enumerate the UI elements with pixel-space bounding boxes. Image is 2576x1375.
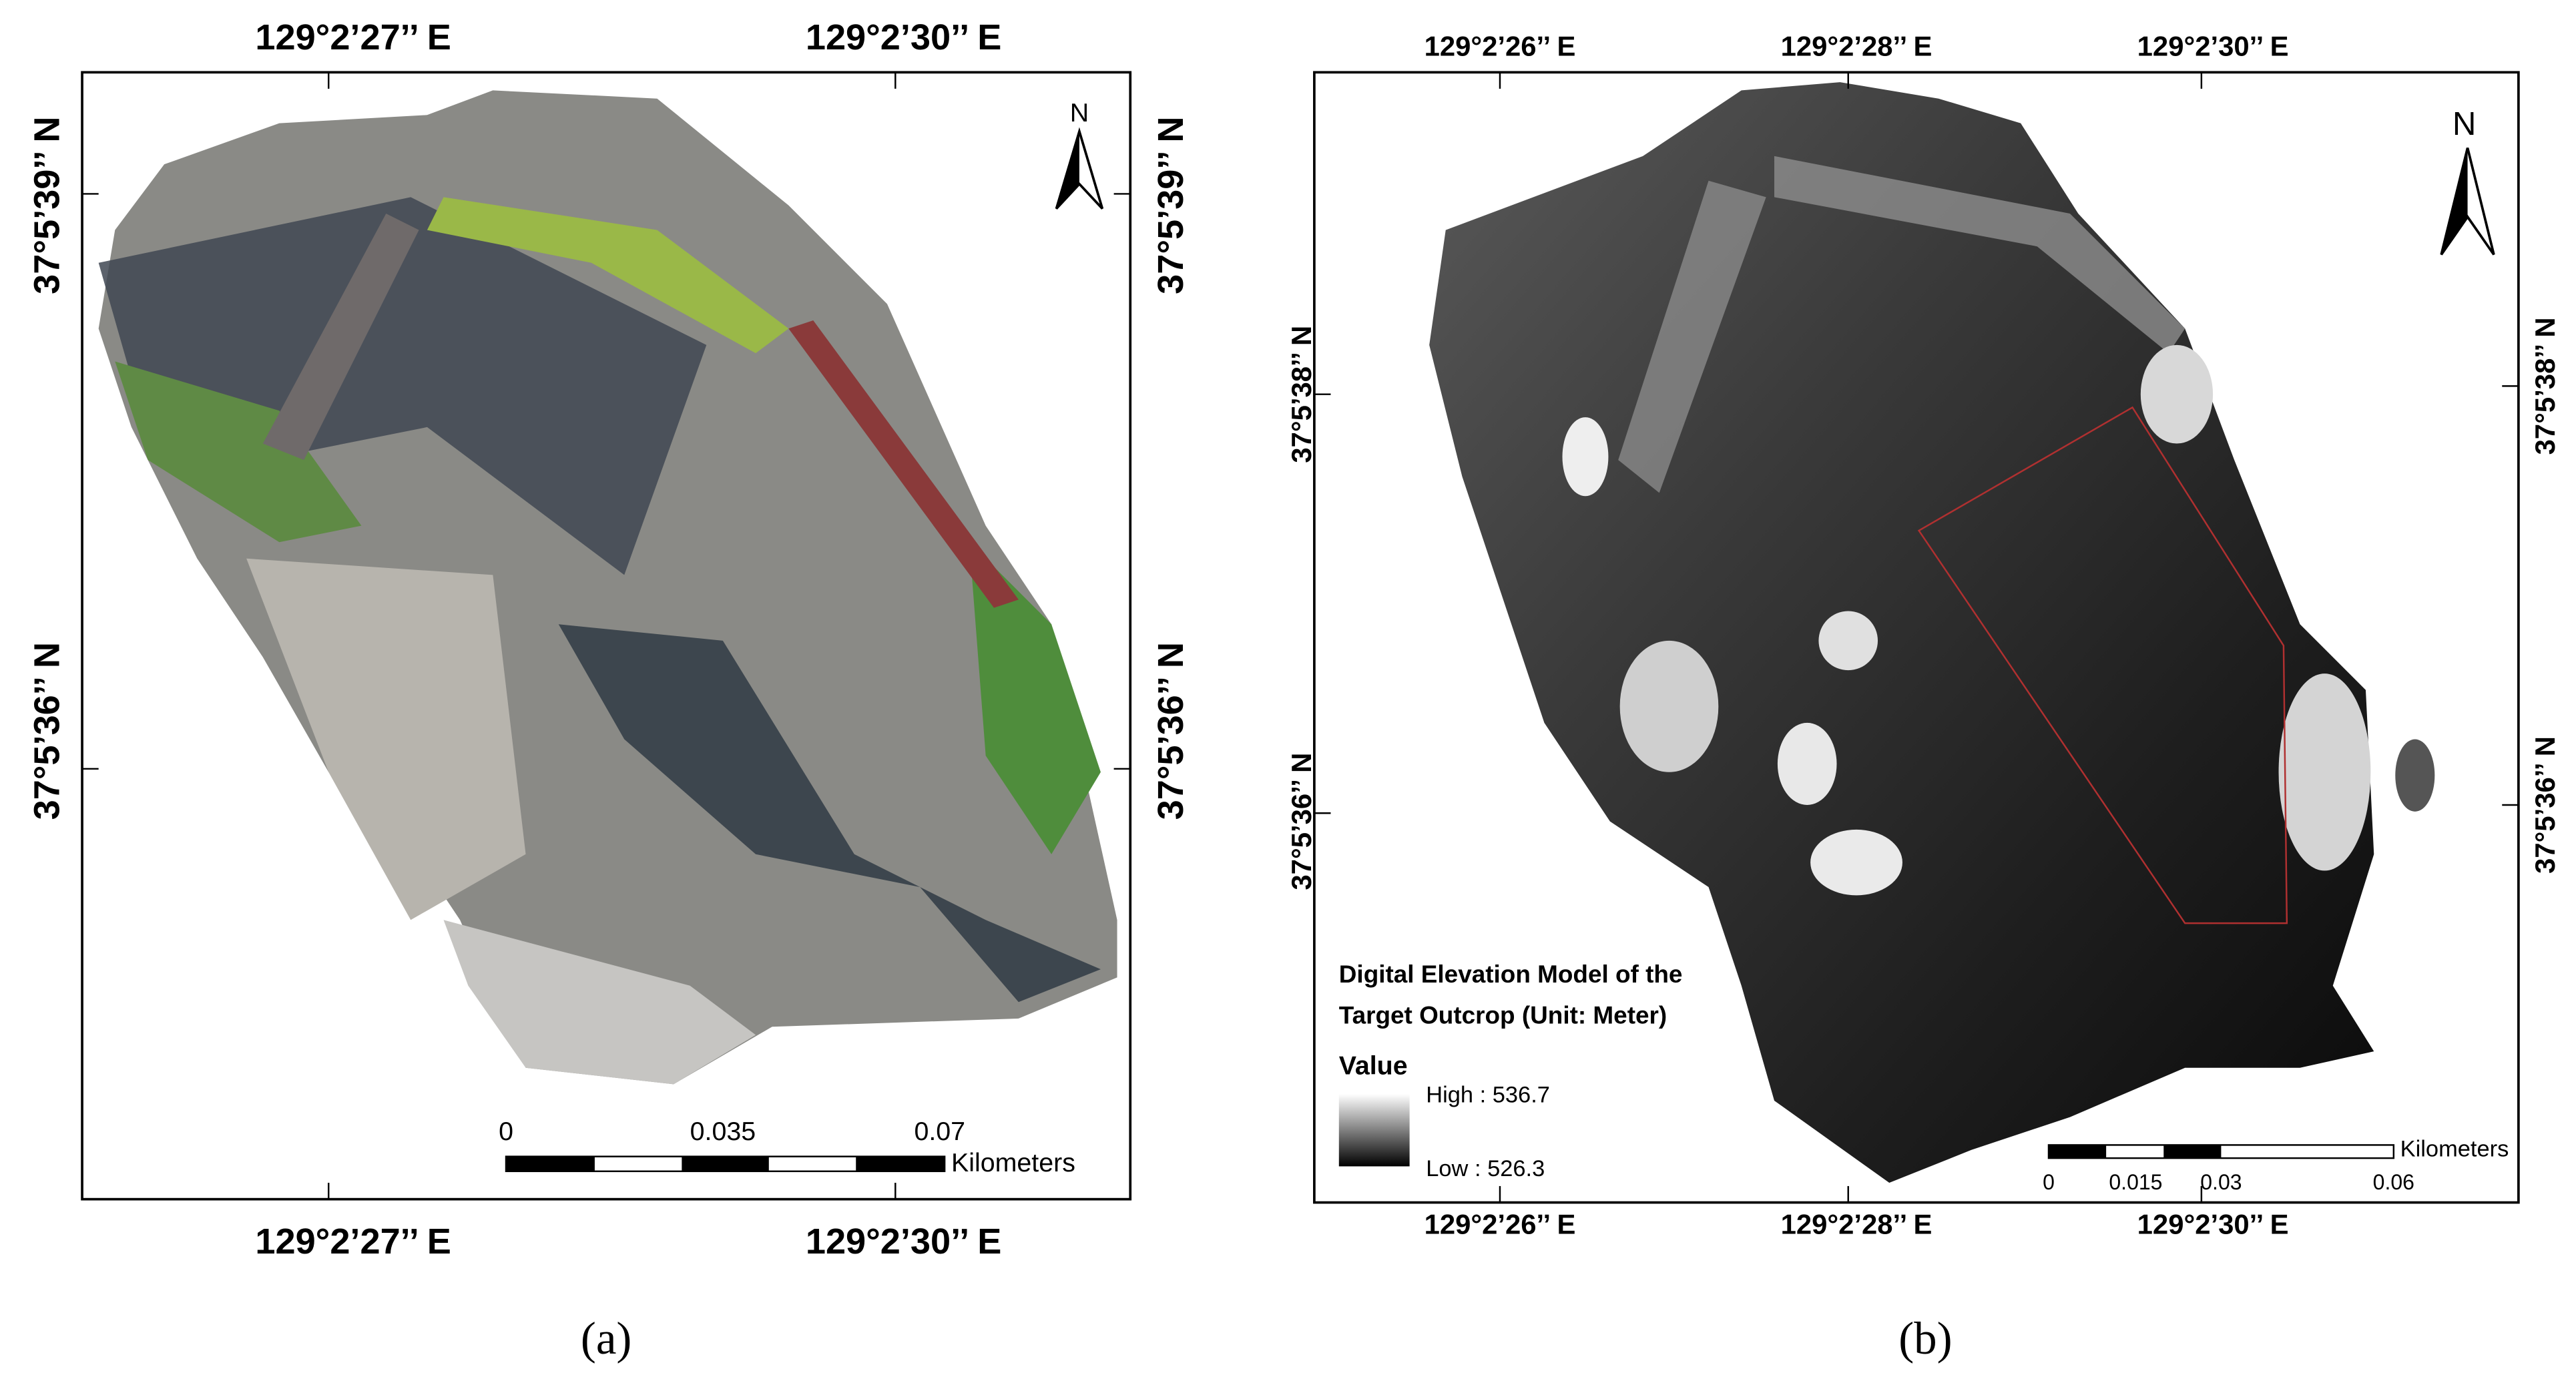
left-label: 37°5’39’’ N bbox=[27, 116, 67, 294]
scale-segment bbox=[2048, 1145, 2107, 1159]
panel-b: 129°2’26’’ E 129°2’28’’ E 129°2’30’’ E 1… bbox=[1286, 31, 2561, 1364]
right-label: 37°5’36’’ N bbox=[1151, 642, 1191, 820]
right-label: 37°5’38’’ N bbox=[2529, 317, 2561, 455]
scale-label: 0.035 bbox=[690, 1117, 756, 1146]
caption: (b) bbox=[1898, 1313, 1952, 1364]
river bbox=[558, 624, 1101, 1003]
data-gap bbox=[2140, 344, 2214, 444]
top-label: 129°2’26’’ E bbox=[1425, 31, 1576, 62]
scale-label: 0.015 bbox=[2109, 1170, 2162, 1194]
scale-unit: Kilometers bbox=[2400, 1137, 2509, 1162]
north-arrow bbox=[2441, 148, 2468, 255]
bottom-label: 129°2’30’’ E bbox=[806, 1221, 1002, 1262]
top-label: 129°2’30’’ E bbox=[806, 17, 1002, 57]
legend-low: Low : 526.3 bbox=[1426, 1156, 1545, 1181]
bottom-label: 129°2’30’’ E bbox=[2137, 1208, 2289, 1240]
legend-title: Digital Elevation Model of the bbox=[1339, 960, 1683, 988]
scale-label: 0 bbox=[499, 1117, 513, 1146]
scale-label: 0.06 bbox=[2373, 1170, 2414, 1194]
north-arrow bbox=[1056, 131, 1079, 209]
right-label: 37°5’39’’ N bbox=[1151, 116, 1191, 294]
panel-a: 129°2’27’’ E 129°2’30’’ E 129°2’27’’ E 1… bbox=[27, 17, 1191, 1364]
data-gap bbox=[1777, 722, 1837, 805]
scale-label: 0.07 bbox=[914, 1117, 965, 1146]
top-label: 129°2’27’’ E bbox=[255, 17, 451, 57]
scale-bar bbox=[2047, 1144, 2395, 1159]
bottom-label: 129°2’27’’ E bbox=[255, 1221, 451, 1262]
scale-label: 0.03 bbox=[2200, 1170, 2242, 1194]
data-gap bbox=[1562, 417, 1609, 497]
walkway bbox=[788, 320, 1019, 608]
scale-unit: Kilometers bbox=[951, 1148, 1075, 1177]
bridge bbox=[262, 213, 419, 461]
scale-label: 0 bbox=[2043, 1170, 2055, 1194]
scale-segment bbox=[2163, 1145, 2222, 1159]
bottom-label: 129°2’28’’ E bbox=[1781, 1208, 1933, 1240]
bottom-label: 129°2’26’’ E bbox=[1425, 1208, 1576, 1240]
road bbox=[443, 920, 756, 1085]
left-label: 37°5’36’’ N bbox=[1286, 753, 1317, 890]
scale-bar bbox=[505, 1155, 946, 1173]
data-gap bbox=[1818, 611, 1878, 671]
outlier bbox=[2395, 739, 2435, 812]
north-label: N bbox=[2453, 105, 2477, 142]
top-label: 129°2’30’’ E bbox=[2137, 31, 2289, 62]
outcrop-outline bbox=[1917, 406, 2288, 924]
vegetation bbox=[115, 361, 362, 543]
scale-segment bbox=[506, 1156, 595, 1171]
vegetation bbox=[427, 197, 789, 354]
right-label: 37°5’36’’ N bbox=[2529, 736, 2561, 874]
left-label: 37°5’38’’ N bbox=[1286, 326, 1317, 463]
road-feature bbox=[1618, 180, 1766, 493]
top-label: 129°2’28’’ E bbox=[1781, 31, 1933, 62]
north-label: N bbox=[1070, 98, 1089, 127]
data-gap bbox=[1810, 829, 1902, 896]
road-feature bbox=[1774, 156, 2185, 354]
data-gap bbox=[1619, 640, 1719, 772]
caption: (a) bbox=[581, 1313, 631, 1364]
legend-high: High : 536.7 bbox=[1426, 1082, 1550, 1107]
legend-title: Target Outcrop (Unit: Meter) bbox=[1339, 1001, 1667, 1029]
legend-heading: Value bbox=[1339, 1051, 1408, 1081]
legend-gradient bbox=[1338, 1094, 1410, 1167]
left-label: 37°5’36’’ N bbox=[27, 642, 67, 820]
data-gap bbox=[2278, 673, 2371, 871]
river bbox=[98, 197, 707, 575]
scale-segment bbox=[682, 1156, 769, 1171]
scale-segment bbox=[856, 1156, 945, 1171]
plaza bbox=[246, 558, 526, 920]
vegetation bbox=[969, 542, 1101, 854]
